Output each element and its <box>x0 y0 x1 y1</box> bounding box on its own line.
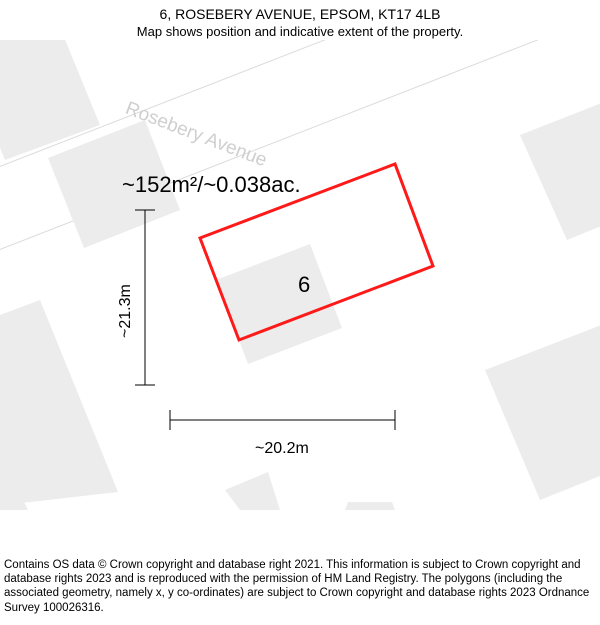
map-area: Rosebery Avenue ~152m²/~0.038ac. 6 ~21.3… <box>0 40 600 510</box>
area-label: ~152m²/~0.038ac. <box>122 172 301 198</box>
horizontal-dimension-label: ~20.2m <box>255 440 309 458</box>
page-title: 6, ROSEBERY AVENUE, EPSOM, KT17 4LB <box>0 6 600 24</box>
plot-number-label: 6 <box>298 272 310 298</box>
page-subtitle: Map shows position and indicative extent… <box>0 24 600 40</box>
header: 6, ROSEBERY AVENUE, EPSOM, KT17 4LB Map … <box>0 0 600 40</box>
copyright-footer: Contains OS data © Crown copyright and d… <box>4 558 596 616</box>
vertical-dimension-label: ~21.3m <box>117 284 135 338</box>
